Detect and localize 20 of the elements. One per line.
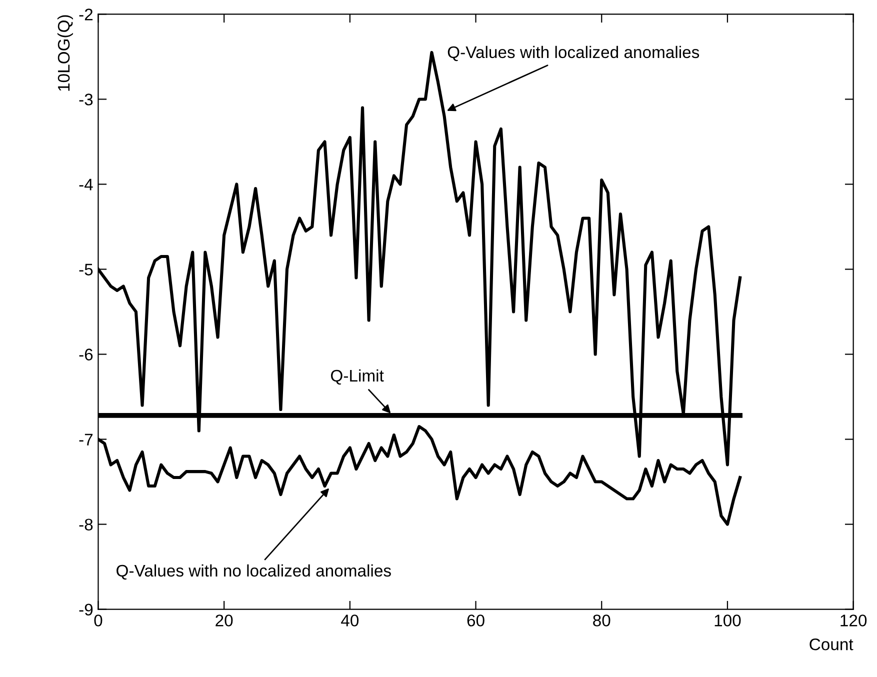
y-tick-label: -4 bbox=[79, 178, 93, 190]
y-tick-label: -6 bbox=[79, 348, 93, 360]
annotation: Q-Values with localized anomalies bbox=[448, 46, 700, 62]
x-tick-label: 60 bbox=[467, 614, 484, 626]
x-tick-label: 80 bbox=[593, 614, 610, 626]
y-tick-label: -3 bbox=[79, 94, 93, 106]
x-axis-title: Count bbox=[810, 638, 854, 650]
x-tick-label: 20 bbox=[216, 614, 233, 626]
y-tick-label: -7 bbox=[79, 434, 93, 446]
x-tick-label: 0 bbox=[94, 614, 102, 626]
y-tick-label: -2 bbox=[79, 8, 93, 20]
x-tick-label: 40 bbox=[341, 614, 359, 626]
y-tick-label: -8 bbox=[79, 518, 93, 530]
x-tick-label: 100 bbox=[714, 614, 741, 626]
y-axis-title: 10LOG(Q) bbox=[57, 15, 73, 91]
x-tick-label: 120 bbox=[840, 614, 867, 626]
annotation: Q-Values with no localized anomalies bbox=[116, 564, 391, 580]
ref-line-label: Q-Limit bbox=[331, 369, 384, 385]
y-tick-label: -9 bbox=[79, 604, 93, 616]
y-tick-label: -5 bbox=[79, 264, 93, 276]
